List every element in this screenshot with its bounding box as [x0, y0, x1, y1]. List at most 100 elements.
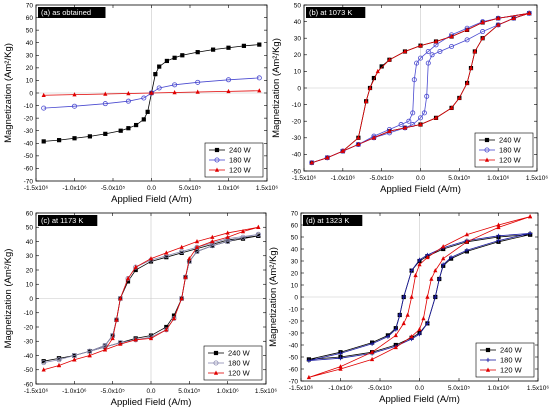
- data-point: [164, 255, 169, 260]
- data-point: [401, 294, 406, 300]
- x-axis-label: Applied Field (A/m): [111, 397, 192, 408]
- data-point: [413, 272, 418, 278]
- y-axis-label: Magnetization (Am²/Kg): [3, 43, 14, 143]
- data-point: [511, 15, 516, 20]
- y-tick-label: 10: [294, 69, 302, 76]
- y-tick-label: -30: [24, 128, 34, 135]
- data-point: [528, 214, 533, 219]
- legend-label: 240 W: [229, 146, 252, 155]
- y-tick-label: 70: [26, 2, 34, 9]
- legend-label: 120 W: [500, 366, 523, 375]
- data-point: [441, 256, 446, 261]
- x-tick-label: 0.0: [416, 175, 425, 182]
- y-tick-label: 60: [26, 15, 34, 22]
- x-tick-label: 5.0x10⁵: [179, 185, 202, 192]
- x-tick-label: 1.0x10⁶: [217, 388, 240, 395]
- data-point: [157, 64, 162, 69]
- data-point: [424, 93, 430, 99]
- data-point: [433, 268, 438, 273]
- y-tick-label: 10: [26, 78, 34, 85]
- data-point: [125, 98, 131, 104]
- data-point: [102, 101, 108, 107]
- legend-swatch-marker: [484, 147, 490, 153]
- data-point: [148, 259, 154, 264]
- data-point: [41, 92, 46, 97]
- data-point: [172, 89, 177, 95]
- legend-item: 120 W: [479, 156, 522, 165]
- y-tick-label: 40: [26, 40, 34, 47]
- data-point: [87, 353, 92, 358]
- y-tick-label: 60: [291, 222, 299, 229]
- data-point: [417, 326, 422, 332]
- series-120w: [309, 10, 532, 165]
- data-point: [387, 128, 392, 133]
- x-tick-label: -1.0x10⁶: [331, 175, 356, 182]
- data-point: [211, 47, 216, 52]
- data-point: [195, 79, 201, 85]
- data-point: [172, 55, 177, 60]
- data-point: [110, 335, 115, 341]
- y-tick-label: -20: [292, 119, 302, 126]
- y-tick-label: 20: [294, 52, 302, 59]
- data-point: [210, 239, 215, 244]
- y-tick-label: 0: [297, 85, 301, 92]
- y-tick-label: -20: [289, 318, 299, 325]
- data-point: [464, 248, 469, 253]
- legend-swatch-marker: [485, 357, 491, 363]
- data-point: [148, 256, 154, 261]
- data-point: [194, 244, 200, 249]
- x-tick-label: 0.0: [146, 388, 155, 395]
- data-point: [183, 274, 188, 279]
- data-point: [103, 91, 108, 96]
- data-point: [133, 337, 138, 342]
- x-tick-label: -5.0x10⁵: [101, 185, 126, 192]
- data-point: [226, 45, 231, 50]
- legend-label: 180 W: [500, 356, 523, 365]
- y-tick-label: 40: [26, 239, 34, 246]
- data-point: [256, 75, 262, 81]
- data-point: [385, 334, 390, 339]
- y-tick-label: 30: [26, 53, 34, 60]
- legend-item: 180 W: [480, 356, 523, 365]
- data-point: [449, 34, 454, 39]
- legend-swatch-marker: [213, 350, 219, 356]
- data-point: [441, 262, 446, 267]
- data-point: [340, 148, 345, 153]
- data-point: [356, 141, 361, 147]
- data-point: [41, 367, 46, 372]
- legend-label: 240 W: [499, 136, 522, 145]
- data-point: [433, 294, 438, 300]
- x-tick-label: 1.5x10⁶: [256, 185, 279, 192]
- data-point: [406, 118, 412, 124]
- y-tick-label: -60: [289, 366, 299, 373]
- data-point: [425, 48, 431, 54]
- legend-swatch-marker: [484, 157, 490, 162]
- legend-label: 240 W: [500, 346, 523, 355]
- data-point: [338, 366, 343, 371]
- y-tick-label: -30: [24, 339, 34, 346]
- data-point: [468, 65, 474, 70]
- legend-swatch-marker: [214, 147, 220, 153]
- data-point: [472, 48, 477, 54]
- data-point: [118, 341, 123, 346]
- x-tick-label: 1.5x10⁶: [526, 175, 549, 182]
- y-tick-label: 0: [29, 296, 33, 303]
- y-tick-label: 30: [26, 253, 34, 260]
- y-tick-label: 20: [26, 65, 34, 72]
- data-point: [393, 332, 398, 338]
- data-point: [41, 359, 46, 364]
- data-point: [56, 362, 62, 368]
- data-point: [309, 160, 314, 165]
- y-tick-label: 60: [26, 210, 34, 217]
- data-point: [338, 351, 343, 356]
- x-tick-label: -1.0x10⁶: [62, 185, 87, 192]
- data-point: [410, 110, 416, 116]
- data-point: [225, 230, 230, 235]
- x-tick-label: 0.0: [415, 385, 424, 392]
- data-point: [417, 332, 422, 337]
- y-tick-label: 0: [29, 90, 33, 97]
- data-point: [409, 268, 414, 273]
- legend-item: 240 W: [208, 349, 251, 358]
- y-tick-label: -10: [289, 306, 299, 313]
